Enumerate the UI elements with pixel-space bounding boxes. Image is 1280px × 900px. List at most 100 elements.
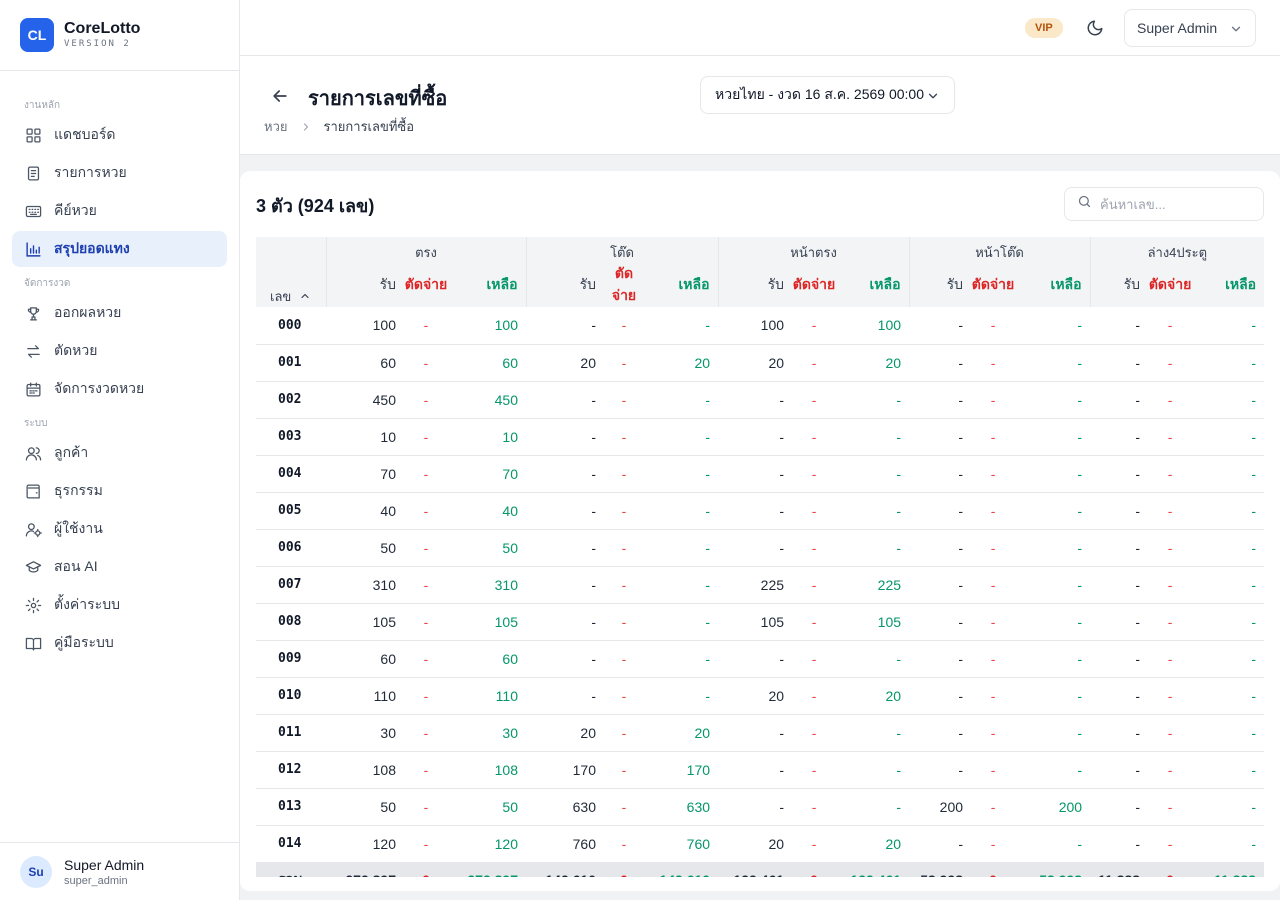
user-menu-button[interactable]: Super Admin: [1124, 9, 1256, 47]
pay-cell: -: [971, 677, 1016, 715]
total-receive-cell: 53,998: [909, 862, 972, 877]
table-row[interactable]: 009 60-60- - - - - - - - - - - -: [256, 640, 1264, 678]
number-cell: 014: [256, 825, 326, 863]
remain-header: เหลือ: [836, 263, 910, 307]
remain-cell: -: [1192, 751, 1264, 789]
sidebar-item-label: รายการหวย: [54, 164, 127, 180]
sidebar-item[interactable]: ตั้งค่าระบบ: [12, 587, 227, 623]
receive-cell: -: [909, 418, 972, 456]
sidebar-item-label: ออกผลหวย: [54, 304, 122, 320]
table-row[interactable]: 002 450-450- - - - - - - - - - - -: [256, 381, 1264, 419]
period-select[interactable]: หวยไทย - งวด 16 ส.ค. 2569 00:00: [700, 76, 955, 114]
remain-cell: -: [1192, 344, 1264, 382]
sidebar-item[interactable]: จัดการงวดหวย: [12, 371, 227, 407]
pay-cell: -: [1148, 714, 1193, 752]
table-row[interactable]: 008 105-105- - -105-105- - - - - -: [256, 603, 1264, 641]
remain-cell: 310: [448, 566, 526, 604]
remain-cell: 200: [1015, 788, 1091, 826]
receive-cell: -: [1090, 603, 1149, 641]
receive-cell: 105: [326, 603, 404, 641]
table-row[interactable]: 003 10-10- - - - - - - - - - - -: [256, 418, 1264, 456]
remain-cell: 20: [644, 714, 719, 752]
pay-cell: -: [404, 307, 448, 345]
receive-cell: -: [1090, 492, 1149, 530]
receive-cell: -: [1090, 455, 1149, 493]
remain-cell: -: [836, 714, 910, 752]
remain-cell: -: [1192, 418, 1264, 456]
sidebar-item[interactable]: คู่มือระบบ: [12, 625, 227, 661]
receive-cell: 40: [326, 492, 404, 530]
sidebar-item[interactable]: สอน AI: [12, 549, 227, 585]
pay-cell: -: [971, 714, 1016, 752]
remain-cell: -: [836, 418, 910, 456]
nav-section-title: งานหลัก: [24, 100, 61, 111]
search-input[interactable]: [1100, 196, 1250, 212]
sidebar-item[interactable]: คีย์หวย: [12, 193, 227, 229]
pay-cell: -: [792, 788, 837, 826]
table-row[interactable]: 006 50-50- - - - - - - - - - - -: [256, 529, 1264, 567]
sidebar-item[interactable]: ธุรกรรม: [12, 473, 227, 509]
remain-cell: -: [1015, 566, 1091, 604]
sidebar-item[interactable]: ลูกค้า: [12, 435, 227, 471]
pay-cell: -: [604, 825, 644, 863]
remain-cell: -: [644, 529, 719, 567]
remain-cell: -: [1015, 677, 1091, 715]
remain-cell: -: [644, 677, 719, 715]
search-box[interactable]: [1064, 187, 1264, 221]
receive-cell: -: [1090, 344, 1149, 382]
sidebar-item[interactable]: ผู้ใช้งาน: [12, 511, 227, 547]
receive-cell: -: [1090, 418, 1149, 456]
brand[interactable]: CL CoreLotto VERSION 2: [0, 0, 239, 71]
table-row[interactable]: 011 30-30 20-20- - - - - - - - -: [256, 714, 1264, 752]
remain-cell: -: [1192, 492, 1264, 530]
table-row[interactable]: 005 40-40- - - - - - - - - - - -: [256, 492, 1264, 530]
number-table-wrap[interactable]: เลข ตรง โต๊ด หน้าตรง หน้าโต๊ด ล่าง4ประตู…: [256, 237, 1264, 877]
remain-cell: 20: [836, 825, 910, 863]
receive-cell: -: [526, 529, 604, 567]
pay-cell: -: [971, 381, 1016, 419]
sidebar-item[interactable]: ออกผลหวย: [12, 295, 227, 331]
sidebar-item-label: ตัดหวย: [54, 342, 98, 358]
pay-cell: -: [604, 566, 644, 604]
remain-cell: 50: [448, 529, 526, 567]
table-row[interactable]: 013 50-50 630-630- - -200-200- - -: [256, 788, 1264, 826]
table-row[interactable]: 000 100-100- - -100-100- - - - - -: [256, 307, 1264, 345]
sidebar-item[interactable]: สรุปยอดแทง: [12, 231, 227, 267]
remain-cell: 20: [836, 344, 910, 382]
table-row[interactable]: 007 310-310- - -225-225- - - - - -: [256, 566, 1264, 604]
pay-cell: -: [792, 492, 837, 530]
table-row[interactable]: 004 70-70- - - - - - - - - - - -: [256, 455, 1264, 493]
remain-cell: -: [1192, 307, 1264, 345]
total-receive-cell: 11,388: [1090, 862, 1149, 877]
moon-icon[interactable]: [1085, 18, 1105, 38]
total-remain-cell: 11,388: [1192, 862, 1264, 877]
sort-by-number[interactable]: เลข: [256, 237, 326, 307]
receive-cell: 50: [326, 529, 404, 567]
remain-cell: 30: [448, 714, 526, 752]
table-row[interactable]: 001 60-60 20-20 20-20- - - - - -: [256, 344, 1264, 382]
remain-cell: -: [1192, 381, 1264, 419]
sidebar-user[interactable]: Su Super Admin super_admin: [0, 842, 239, 900]
sidebar-item[interactable]: ตัดหวย: [12, 333, 227, 369]
pay-header: ตัดจ่าย: [1148, 263, 1193, 307]
chevron-down-icon: [926, 89, 940, 106]
sidebar-item[interactable]: รายการหวย: [12, 155, 227, 191]
breadcrumb-home[interactable]: หวย: [264, 119, 288, 134]
pay-cell: -: [792, 677, 837, 715]
remain-cell: 100: [448, 307, 526, 345]
remain-cell: -: [836, 640, 910, 678]
pay-cell: -: [404, 344, 448, 382]
users-icon: [24, 444, 42, 462]
sidebar-item[interactable]: แดชบอร์ด: [12, 117, 227, 153]
arrow-left-icon[interactable]: [270, 86, 290, 106]
receive-cell: 105: [718, 603, 793, 641]
table-row[interactable]: 010 110-110- - -20-20- - - - - -: [256, 677, 1264, 715]
pay-cell: -: [1148, 640, 1193, 678]
table-row[interactable]: 012 108-108 170-170- - - - - - - - -: [256, 751, 1264, 789]
table-row[interactable]: 014 120-120 760-760 20-20- - - - - -: [256, 825, 1264, 863]
pay-cell: -: [604, 492, 644, 530]
pay-cell: -: [971, 529, 1016, 567]
receive-cell: 630: [526, 788, 604, 826]
number-cell: 001: [256, 344, 326, 382]
pay-cell: -: [792, 307, 837, 345]
